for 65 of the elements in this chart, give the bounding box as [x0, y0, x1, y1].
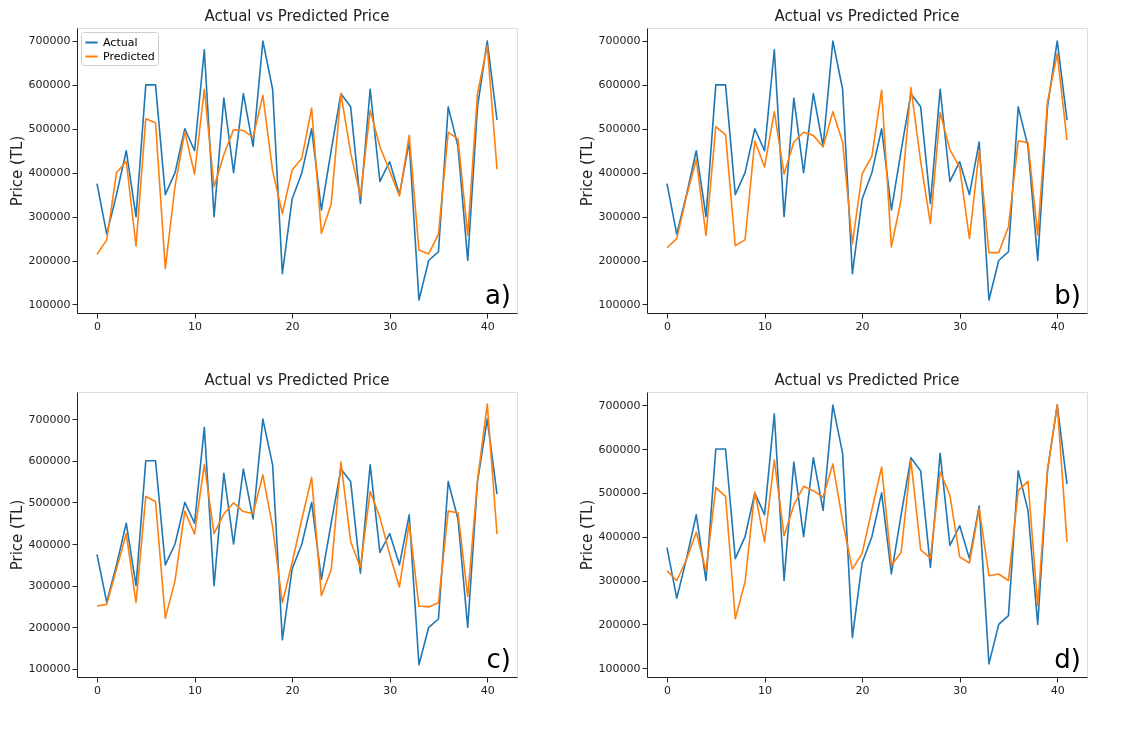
- line-series: [666, 403, 1068, 620]
- x-tick-label: 10: [758, 683, 773, 697]
- x-tick-label: 30: [953, 319, 968, 333]
- x-tick-label: 10: [188, 683, 203, 697]
- y-tick-label: 500000: [28, 495, 71, 509]
- chart-title: Actual vs Predicted Price: [774, 7, 960, 25]
- y-tick-label: 400000: [598, 530, 641, 544]
- x-tick-label: 30: [383, 319, 398, 333]
- y-tick-label: 400000: [28, 166, 71, 180]
- chart-title: Actual vs Predicted Price: [204, 371, 390, 389]
- x-tick-label: 40: [480, 319, 495, 333]
- y-tick-label: 300000: [598, 574, 641, 588]
- y-tick-label: 600000: [598, 78, 641, 92]
- x-tick-label: 10: [188, 319, 203, 333]
- y-tick-label: 200000: [28, 620, 71, 634]
- x-tick-label: 40: [1050, 319, 1065, 333]
- x-tick-label: 20: [285, 319, 300, 333]
- x-tick-label: 0: [94, 319, 101, 333]
- chart-title: Actual vs Predicted Price: [204, 7, 390, 25]
- y-tick-label: 100000: [28, 662, 71, 676]
- y-axis-title: Price (TL): [577, 135, 596, 207]
- annotation: d): [1054, 644, 1081, 674]
- x-tick-label: 0: [664, 319, 671, 333]
- y-axis-title: Price (TL): [7, 499, 26, 571]
- y-tick-label: 100000: [28, 297, 71, 311]
- annotation: b): [1054, 280, 1081, 310]
- y-tick-label: 200000: [598, 617, 641, 631]
- y-tick-label: 200000: [598, 254, 641, 268]
- x-tick-label: 0: [664, 683, 671, 697]
- annotation: a): [484, 280, 511, 310]
- x-tick-label: 20: [285, 683, 300, 697]
- line-series: [96, 403, 498, 619]
- y-tick-label: 500000: [598, 486, 641, 500]
- x-tick-label: 30: [953, 683, 968, 697]
- y-tick-label: 400000: [28, 537, 71, 551]
- y-tick-label: 700000: [28, 34, 71, 48]
- x-tick-label: 30: [383, 683, 398, 697]
- y-tick-label: 200000: [28, 254, 71, 268]
- y-tick-label: 400000: [598, 166, 641, 180]
- y-tick-label: 600000: [28, 454, 71, 468]
- annotation: c): [486, 644, 511, 674]
- y-tick-label: 600000: [598, 442, 641, 456]
- y-tick-label: 500000: [598, 122, 641, 136]
- chart-title: Actual vs Predicted Price: [774, 371, 960, 389]
- y-tick-label: 100000: [598, 297, 641, 311]
- x-tick-label: 20: [855, 319, 870, 333]
- x-tick-label: 0: [94, 683, 101, 697]
- y-tick-label: 700000: [28, 412, 71, 426]
- x-tick-label: 40: [480, 683, 495, 697]
- y-tick-label: 300000: [28, 210, 71, 224]
- legend-label: Actual: [103, 35, 138, 49]
- y-tick-label: 300000: [28, 579, 71, 593]
- y-axis-title: Price (TL): [7, 135, 26, 207]
- y-tick-label: 600000: [28, 78, 71, 92]
- y-tick-label: 500000: [28, 122, 71, 136]
- y-tick-label: 700000: [598, 398, 641, 412]
- x-tick-label: 10: [758, 319, 773, 333]
- y-axis-title: Price (TL): [577, 499, 596, 571]
- y-tick-label: 300000: [598, 210, 641, 224]
- line-series: [666, 52, 1068, 254]
- legend-label: Predicted: [103, 49, 155, 63]
- x-tick-label: 40: [1050, 683, 1065, 697]
- y-tick-label: 100000: [598, 661, 641, 675]
- y-tick-label: 700000: [598, 34, 641, 48]
- x-tick-label: 20: [855, 683, 870, 697]
